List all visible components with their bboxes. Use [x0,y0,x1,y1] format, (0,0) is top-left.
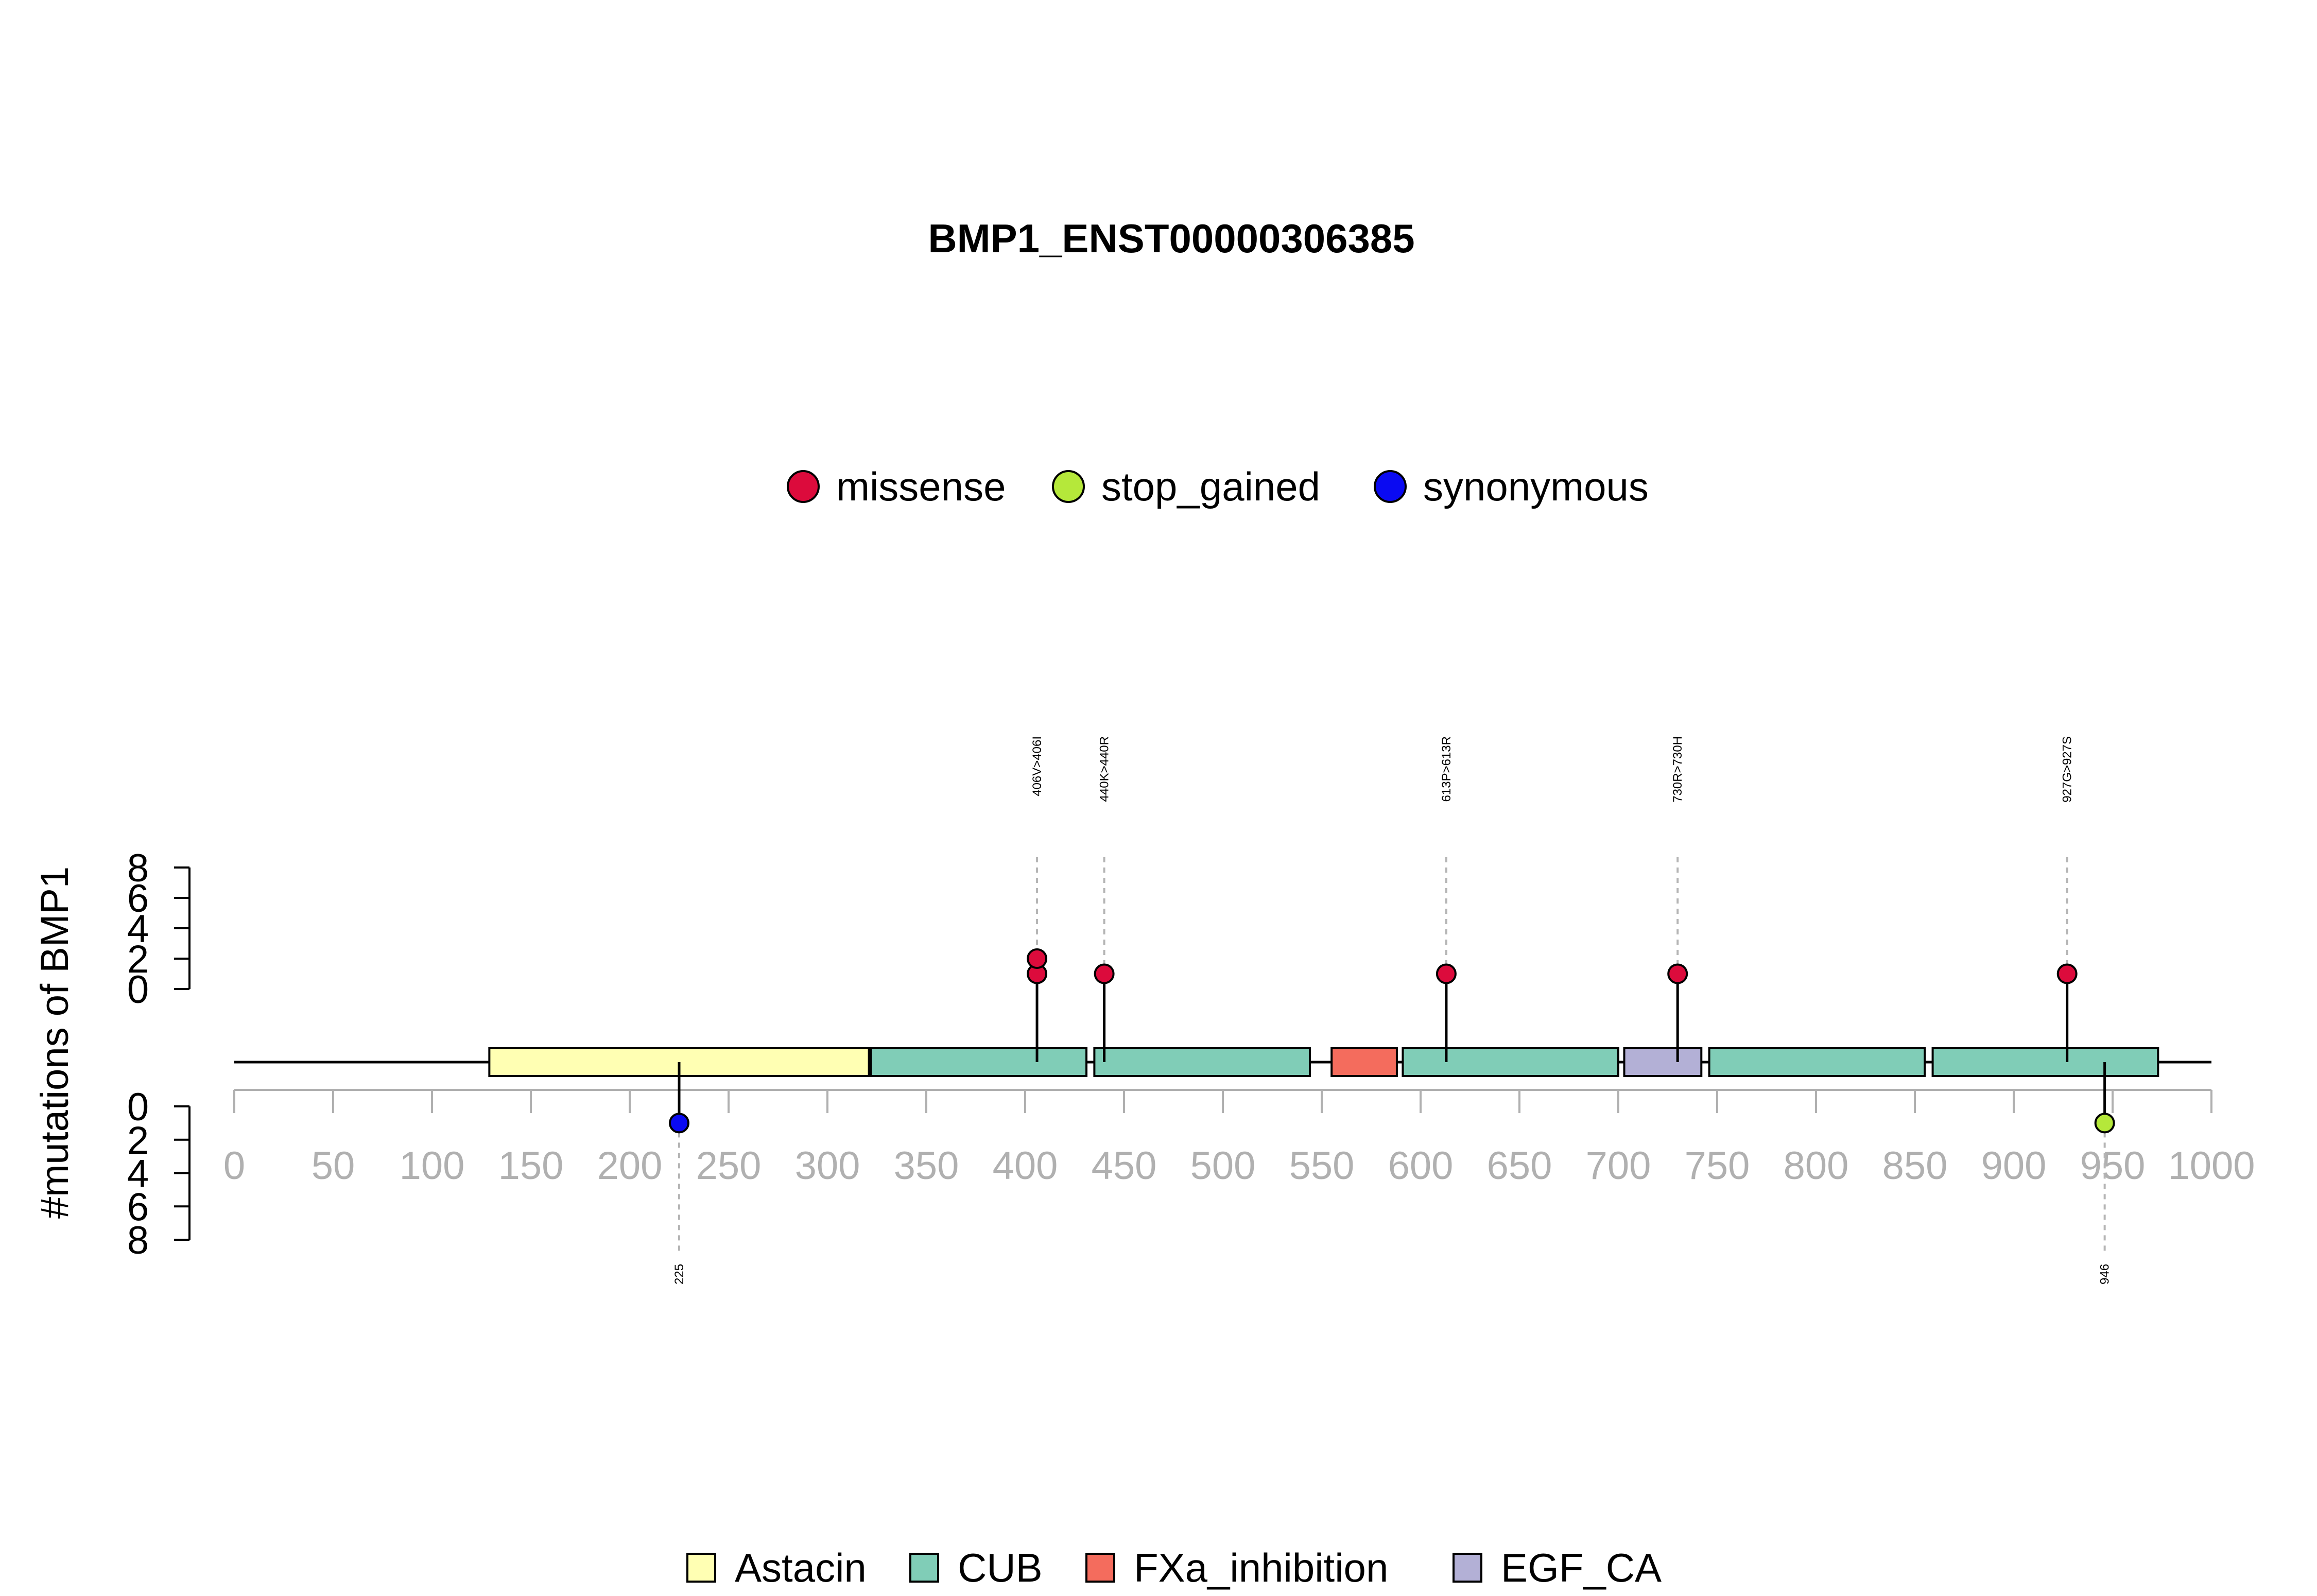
legend-marker-missense [787,470,820,503]
chart-title: BMP1_ENST00000306385 [928,216,1414,261]
x-tick-label-100: 100 [400,1144,465,1188]
x-tick-label-800: 800 [1784,1144,1849,1188]
mutation-label-406: 406V>406I [1030,736,1044,796]
y-tick-label-top-6: 6 [127,877,149,921]
legend-label-stop_gained: stop_gained [1101,464,1320,509]
x-tick-label-400: 400 [993,1144,1058,1188]
legend-label-fxa_inhibition: FXa_inhibition [1134,1545,1388,1590]
legend-label-cub: CUB [958,1545,1043,1590]
x-tick-label-750: 750 [1685,1144,1750,1188]
legend-swatch-egf_ca [1453,1553,1482,1583]
mutation-label-946: 946 [2098,1264,2112,1285]
y-tick-label-bottom-4: 4 [127,1152,149,1196]
legend-marker-stop_gained [1052,470,1085,503]
mutation-dot-225 [669,1113,689,1134]
x-tick-label-950: 950 [2080,1144,2146,1188]
mutation-label-927: 927G>927S [2061,736,2074,803]
y-tick-label-top-2: 2 [127,938,149,981]
x-tick-label-150: 150 [498,1144,564,1188]
legend-swatch-astacin [686,1553,716,1583]
domain-cub-7 [1931,1047,2159,1077]
mutation-dot-946 [2094,1113,2115,1134]
legend-swatch-cub [909,1553,939,1583]
y-tick-label-top-4: 4 [127,907,149,951]
mutation-label-613: 613P>613R [1440,736,1454,802]
x-tick-label-650: 650 [1487,1144,1552,1188]
domain-cub-1 [870,1047,1088,1077]
y-tick-label-bottom-8: 8 [127,1219,149,1262]
y-tick-label-bottom-6: 6 [127,1185,149,1229]
domain-fxa_inhibition-3 [1330,1047,1398,1077]
legend-label-egf_ca: EGF_CA [1501,1545,1662,1590]
mutation-dot-730-1 [1667,963,1688,984]
x-tick-label-500: 500 [1190,1144,1256,1188]
legend-label-synonymous: synonymous [1423,464,1649,509]
domain-legend: Astacin CUB FXa_inhibition EGF_CA [686,1545,1662,1590]
x-tick-label-450: 450 [1092,1144,1157,1188]
x-tick-label-250: 250 [696,1144,762,1188]
y-tick-label-top-0: 0 [127,968,149,1012]
x-tick-label-700: 700 [1586,1144,1651,1188]
x-tick-label-600: 600 [1388,1144,1454,1188]
x-tick-label-50: 50 [312,1144,355,1188]
x-tick-label-200: 200 [597,1144,663,1188]
mutation-label-730: 730R>730H [1671,736,1685,803]
legend-marker-synonymous [1374,470,1407,503]
domain-track [488,1047,2159,1077]
legend-label-astacin: Astacin [735,1545,867,1590]
mutation-dot-440-1 [1094,963,1115,984]
mutation-dot-406-2 [1027,948,1048,969]
y-tick-label-top-8: 8 [127,846,149,890]
y-tick-label-bottom-0: 0 [127,1085,149,1129]
domain-cub-6 [1708,1047,1926,1077]
x-tick-label-850: 850 [1882,1144,1948,1188]
x-tick-label-1000: 1000 [2168,1144,2255,1188]
domain-egf_ca-5 [1623,1047,1703,1077]
mutation-label-225: 225 [672,1264,686,1285]
domain-cub-4 [1402,1047,1619,1077]
x-tick-label-300: 300 [795,1144,860,1188]
mutation-dot-927-1 [2056,963,2078,984]
x-axis: 0 50 100 150 200 250 300 350 400 450 500 550 600 650 7… [223,1089,2255,1188]
legend-swatch-fxa_inhibition [1085,1553,1115,1583]
mutation-lollipops: 406V>406I 440K>440R 613P>613R 730R>730H 927G… [669,736,2115,1285]
y-tick-label-bottom-2: 2 [127,1119,149,1163]
x-tick-label-0: 0 [223,1144,245,1188]
mutation-label-440: 440K>440R [1098,736,1112,802]
legend-label-missense: missense [836,464,1006,509]
x-tick-label-550: 550 [1289,1144,1355,1188]
y-axis-label: #mutations of BMP1 [33,866,77,1219]
mutation-dot-613-1 [1436,963,1457,984]
x-tick-label-900: 900 [1981,1144,2047,1188]
domain-cub-2 [1093,1047,1311,1077]
mutation-legend: missense stop_gained synonymous [787,464,1649,509]
x-tick-label-350: 350 [894,1144,959,1188]
